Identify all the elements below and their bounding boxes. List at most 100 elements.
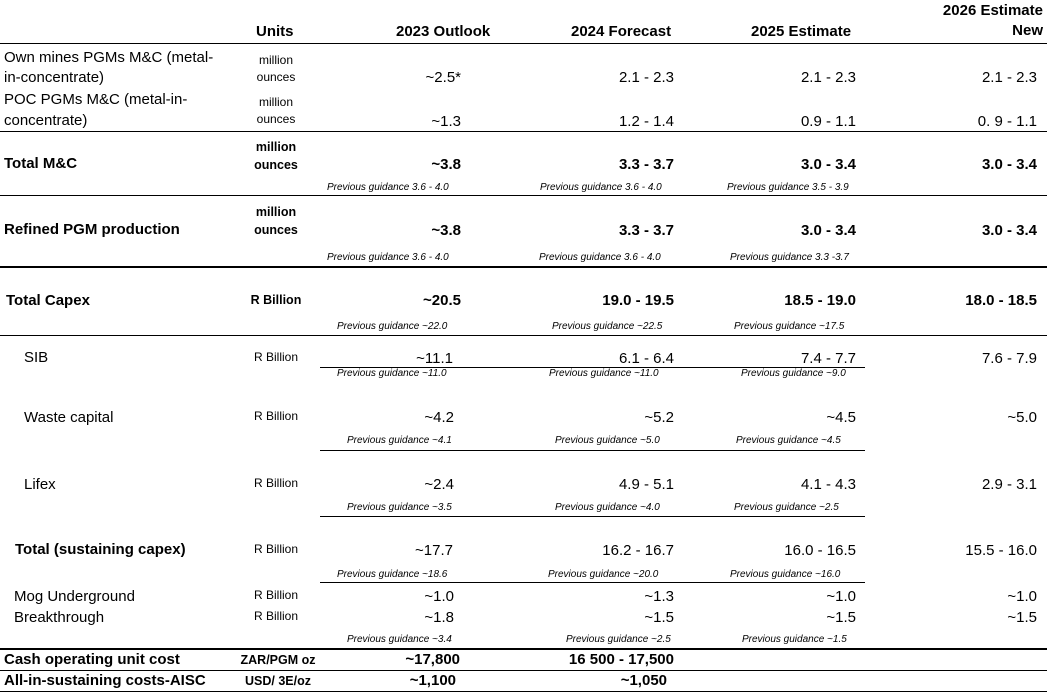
header-units: Units (256, 23, 294, 40)
row-total-capex-2023: ~20.5 (423, 292, 461, 309)
row-sib-2023: ~11.1 (416, 350, 453, 367)
row-lifex-prev-2024: Previous guidance ~4.0 (555, 502, 660, 513)
row-refined-prev-2023: Previous guidance 3.6 - 4.0 (327, 252, 449, 263)
rule-bottom (0, 691, 1047, 692)
row-mog-label: Mog Underground (14, 588, 135, 605)
row-lifex-2023: ~2.4 (424, 476, 454, 493)
row-own-mines-2024: 2.1 - 2.3 (618, 69, 674, 86)
row-refined-units-2: ounces (254, 223, 298, 237)
rule-sib-mid (320, 367, 865, 368)
row-total-capex-prev-2024: Previous guidance ~22.5 (552, 321, 663, 332)
row-breakthrough-prev-2023: Previous guidance ~3.4 (347, 634, 452, 645)
row-poc-2024: 1.2 - 1.4 (618, 113, 674, 130)
row-waste-prev-2025: Previous guidance ~4.5 (736, 435, 841, 446)
row-sustaining-2024: 16.2 - 16.7 (602, 542, 674, 559)
row-cash-cost-2024: 16 500 - 17,500 (568, 651, 674, 668)
row-total-capex-units: R Billion (250, 293, 302, 307)
row-total-capex-2025: 18.5 - 19.0 (784, 292, 856, 309)
row-sib-2026: 7.6 - 7.9 (981, 350, 1037, 367)
row-breakthrough-2023: ~1.8 (424, 609, 454, 626)
row-waste-2026: ~5.0 (1007, 409, 1037, 426)
row-total-capex-2026: 18.0 - 18.5 (965, 292, 1037, 309)
row-total-mc-2026: 3.0 - 3.4 (981, 156, 1037, 173)
row-aisc-2024: ~1,050 (620, 672, 667, 689)
row-waste-prev-2024: Previous guidance ~5.0 (555, 435, 660, 446)
row-mog-units: R Billion (253, 588, 298, 602)
row-sib-2025: 7.4 - 7.7 (800, 350, 856, 367)
row-total-mc-prev-2025: Previous guidance 3.5 - 3.9 (727, 182, 849, 193)
rule-after-refined (0, 266, 1047, 268)
row-total-capex-prev-2023: Previous guidance ~22.0 (337, 321, 448, 332)
row-sustaining-2026: 15.5 - 16.0 (965, 542, 1037, 559)
row-sib-2024: 6.1 - 6.4 (618, 350, 674, 367)
row-breakthrough-label: Breakthrough (14, 609, 105, 626)
row-breakthrough-prev-2025: Previous guidance ~1.5 (742, 634, 847, 645)
row-lifex-units: R Billion (253, 476, 298, 490)
row-mog-2025: ~1.0 (826, 588, 856, 605)
row-total-capex-label: Total Capex (6, 292, 90, 309)
row-sustaining-label: Total (sustaining capex) (15, 541, 186, 558)
row-own-mines-2026: 2.1 - 2.3 (981, 69, 1037, 86)
row-own-mines-2025: 2.1 - 2.3 (800, 69, 856, 86)
row-mog-2026: ~1.0 (1007, 588, 1037, 605)
header-rule (0, 43, 1047, 44)
rule-after-total-mc (0, 195, 1047, 196)
row-sustaining-prev-2024: Previous guidance ~20.0 (548, 569, 659, 580)
row-waste-2023: ~4.2 (424, 409, 454, 426)
row-own-mines-units: million (258, 53, 293, 67)
row-poc-2023: ~1.3 (431, 113, 461, 130)
row-waste-prev-2023: Previous guidance ~4.1 (347, 435, 452, 446)
rule-after-poc (0, 131, 1047, 132)
row-refined-prev-2025: Previous guidance 3.3 -3.7 (730, 252, 849, 263)
row-total-capex-2024: 19.0 - 19.5 (602, 292, 674, 309)
row-cash-cost-units: ZAR/PGM oz (240, 653, 316, 667)
row-sustaining-units: R Billion (253, 542, 298, 556)
row-refined-2024: 3.3 - 3.7 (618, 222, 674, 239)
row-sustaining-prev-2023: Previous guidance ~18.6 (337, 569, 448, 580)
row-total-mc-label: Total M&C (4, 155, 78, 172)
header-2024-forecast: 2024 Forecast (571, 23, 672, 40)
header-2026-estimate: 2026 Estimate (942, 2, 1043, 19)
row-total-mc-prev-2023: Previous guidance 3.6 - 4.0 (327, 182, 449, 193)
row-aisc-2023: ~1,100 (409, 672, 456, 689)
rule-before-costs (0, 648, 1047, 650)
row-lifex-2025: 4.1 - 4.3 (800, 476, 856, 493)
row-lifex-label: Lifex (24, 476, 56, 493)
row-own-mines-label-2: in-concentrate) (4, 69, 105, 86)
row-total-mc-2023: ~3.8 (431, 156, 461, 173)
row-lifex-prev-2023: Previous guidance ~3.5 (347, 502, 452, 513)
row-poc-2026: 0. 9 - 1.1 (977, 113, 1037, 130)
row-breakthrough-units: R Billion (253, 609, 298, 623)
row-sib-label: SIB (24, 349, 49, 366)
row-lifex-2026: 2.9 - 3.1 (981, 476, 1037, 493)
row-breakthrough-2026: ~1.5 (1007, 609, 1037, 626)
row-cash-cost-label: Cash operating unit cost (4, 651, 180, 668)
row-poc-units-2: ounces (256, 112, 296, 126)
row-poc-2025: 0.9 - 1.1 (800, 113, 856, 130)
row-poc-label: POC PGMs M&C (metal-in- (4, 91, 188, 108)
row-poc-units: million (258, 95, 293, 109)
row-refined-2025: 3.0 - 3.4 (800, 222, 856, 239)
rule-after-lifex (320, 516, 865, 517)
row-sustaining-2025: 16.0 - 16.5 (784, 542, 856, 559)
row-refined-prev-2024: Previous guidance 3.6 - 4.0 (539, 252, 661, 263)
row-own-mines-label: Own mines PGMs M&C (metal- (4, 49, 214, 66)
row-mog-2024: ~1.3 (644, 588, 674, 605)
row-breakthrough-2025: ~1.5 (826, 609, 856, 626)
row-total-mc-units-2: ounces (254, 158, 298, 172)
row-aisc-units: USD/ 3E/oz (245, 674, 311, 688)
row-lifex-prev-2025: Previous guidance ~2.5 (734, 502, 839, 513)
row-total-mc-units: million (255, 140, 297, 154)
row-waste-label: Waste capital (24, 409, 114, 426)
row-waste-units: R Billion (253, 409, 298, 423)
row-sib-prev-2025: Previous guidance ~9.0 (741, 368, 846, 379)
row-total-mc-prev-2024: Previous guidance 3.6 - 4.0 (540, 182, 662, 193)
row-sustaining-prev-2025: Previous guidance ~16.0 (730, 569, 841, 580)
rule-between-costs (0, 670, 1047, 671)
row-own-mines-units-2: ounces (256, 70, 296, 84)
row-mog-2023: ~1.0 (424, 588, 454, 605)
header-2025-estimate: 2025 Estimate (751, 23, 852, 40)
rule-after-sustaining (320, 582, 865, 583)
row-refined-2023: ~3.8 (431, 222, 461, 239)
